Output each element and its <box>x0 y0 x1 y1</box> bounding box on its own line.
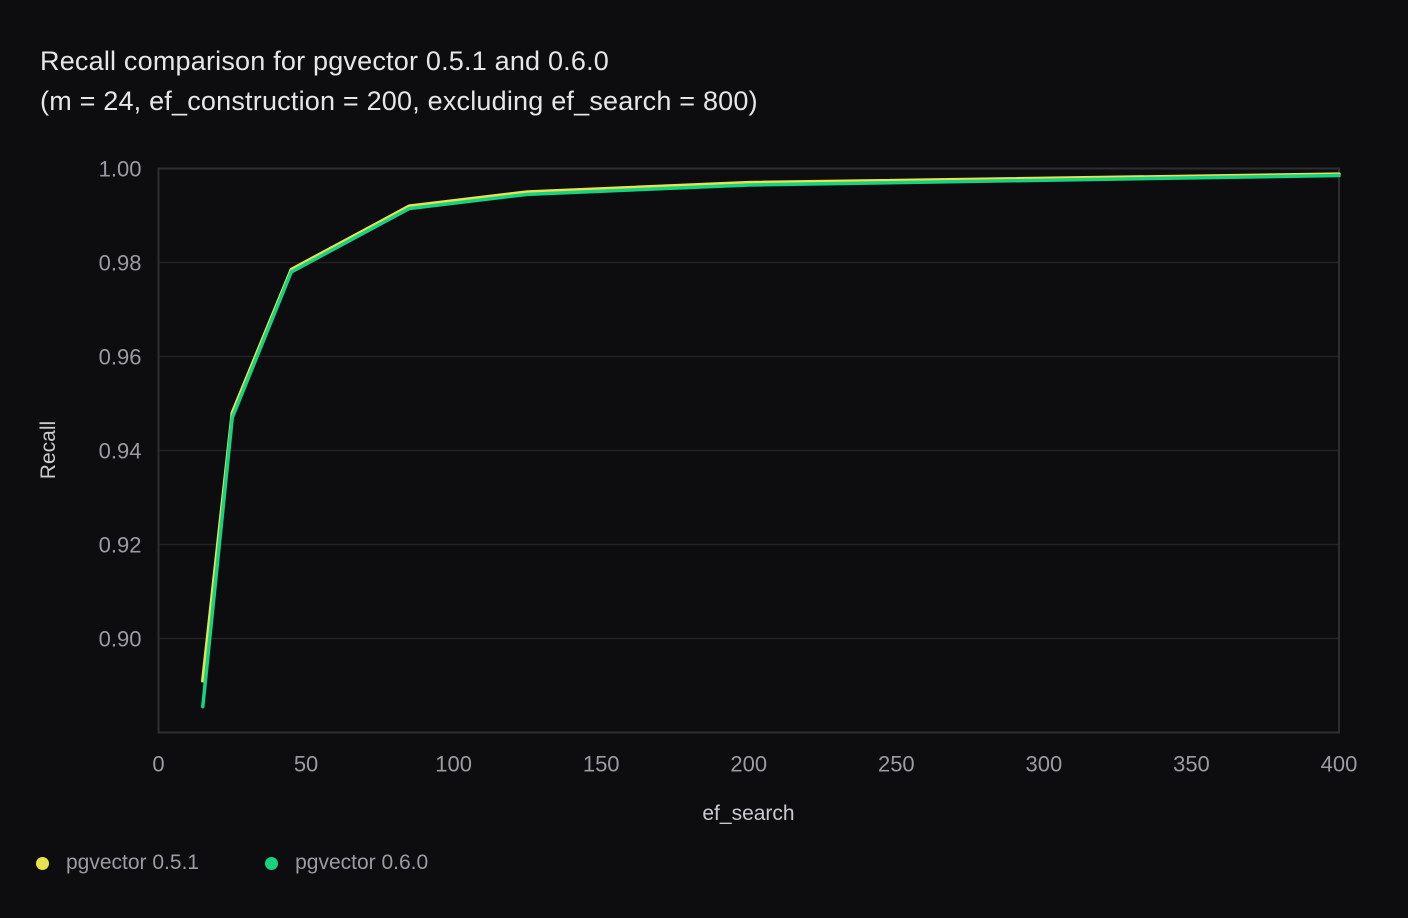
y-axis-title: Recall <box>37 420 60 480</box>
legend-label-pgvector-051: pgvector 0.5.1 <box>66 851 200 874</box>
y-tick-label-0.92: 0.92 <box>99 533 142 558</box>
x-tick-label-0: 0 <box>152 752 164 777</box>
legend-dot-pgvector-051-icon <box>36 856 49 870</box>
y-tick-label-0.96: 0.96 <box>99 345 142 370</box>
y-tick-label-0.94: 0.94 <box>99 439 142 464</box>
x-axis-title: ef_search <box>702 802 795 825</box>
legend-item-pgvector-051[interactable]: pgvector 0.5.1 <box>36 851 199 875</box>
x-tick-label-350: 350 <box>1173 752 1210 777</box>
x-tick-label-300: 300 <box>1026 752 1063 777</box>
series-line-pgvector-0-5-1 <box>201 172 1341 683</box>
y-tick-label-1: 1.00 <box>99 157 142 182</box>
chart-title-line2: (m = 24, ef_construction = 200, excludin… <box>40 85 758 116</box>
y-tick-label-0.9: 0.90 <box>99 627 142 652</box>
x-tick-label-250: 250 <box>878 752 915 777</box>
legend-label-pgvector-060: pgvector 0.6.0 <box>295 851 429 874</box>
y-tick-label-0.98: 0.98 <box>99 251 142 276</box>
plot-border <box>157 167 1340 734</box>
x-tick-label-150: 150 <box>583 752 620 777</box>
legend-dot-pgvector-060-icon <box>265 856 279 870</box>
chart-title: Recall comparison for pgvector 0.5.1 and… <box>40 42 758 122</box>
legend-item-pgvector-060[interactable]: pgvector 0.6.0 <box>265 851 428 875</box>
chart-title-line1: Recall comparison for pgvector 0.5.1 and… <box>40 46 610 76</box>
legend: pgvector 0.5.1 pgvector 0.6.0 <box>36 851 428 875</box>
x-tick-label-200: 200 <box>730 752 767 777</box>
series-line-pgvector-0-6-0 <box>201 173 1341 709</box>
x-tick-label-400: 400 <box>1321 752 1358 777</box>
x-tick-label-50: 50 <box>294 752 318 777</box>
x-tick-label-100: 100 <box>435 752 472 777</box>
